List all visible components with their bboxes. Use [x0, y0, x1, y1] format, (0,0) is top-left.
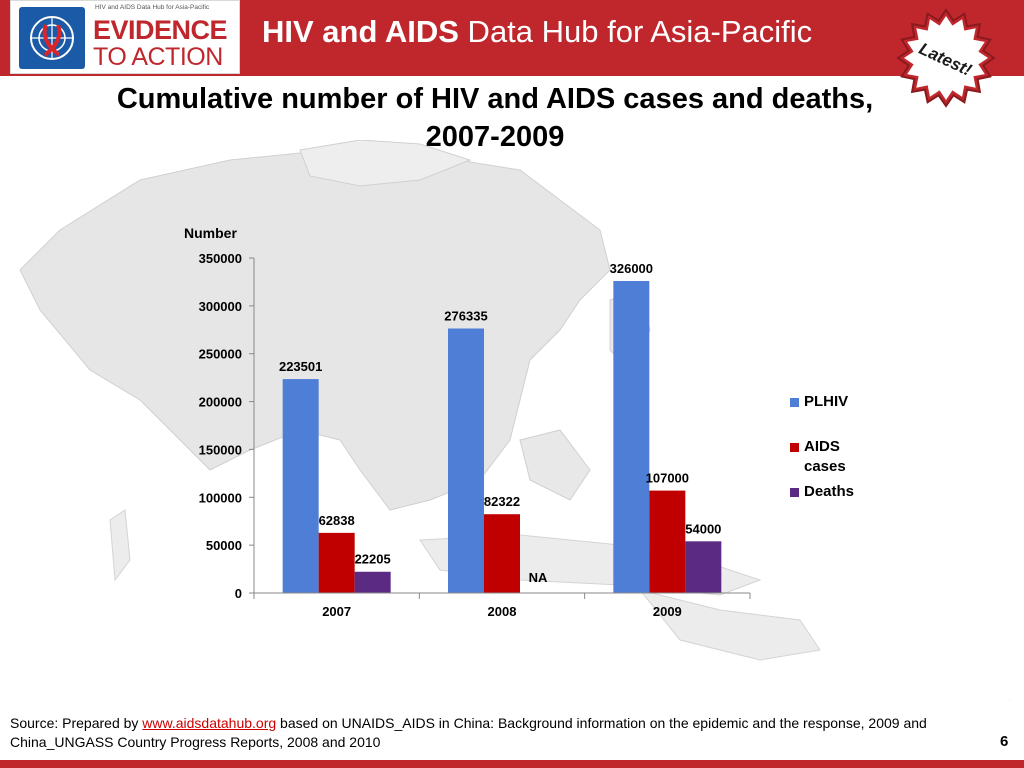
legend-label: PLHIV [804, 393, 848, 410]
bar-value-label: NA [529, 570, 548, 585]
header-title-rest: Data Hub for Asia-Pacific [458, 14, 813, 49]
bar-value-label: 107000 [646, 471, 689, 486]
source-suffix: based on UNAIDS_AIDS in China: Backgroun… [10, 715, 927, 750]
logo-text-to-action: TO ACTION [93, 43, 223, 71]
logo-caption: HIV and AIDS Data Hub for Asia-Pacific [95, 4, 210, 11]
y-axis-title: Number [184, 225, 237, 241]
bar [613, 280, 650, 593]
bar [448, 328, 484, 593]
bar-value-label: 82322 [484, 494, 520, 509]
source-prefix: Source: Prepared by [10, 715, 143, 731]
legend-swatch [790, 398, 799, 407]
bar-value-label: 326000 [610, 261, 653, 276]
page-number: 6 [1000, 733, 1009, 750]
legend-label: cases [804, 458, 846, 475]
y-tick-label: 100000 [199, 490, 242, 505]
bar-value-label: 22205 [355, 552, 391, 567]
un-emblem-icon [19, 7, 85, 69]
bar [282, 379, 319, 593]
data-labels: 223501 62838 22205 276335 82322 NA 326000 10700… [279, 261, 721, 585]
x-category-label: 2008 [488, 604, 517, 619]
header-bar: HIV and AIDS Data Hub for Asia-Pacific E… [0, 0, 1024, 76]
bar-value-label: 223501 [279, 359, 322, 374]
source-note: Source: Prepared by www.aidsdatahub.org … [10, 714, 970, 752]
x-category-label: 2009 [653, 604, 682, 619]
bar [649, 490, 686, 593]
chart-legend: PLHIV AIDS cases Deaths [790, 393, 854, 500]
x-axis: 2007 2008 2009 [253, 592, 751, 619]
evidence-to-action-logo: HIV and AIDS Data Hub for Asia-Pacific E… [10, 0, 240, 74]
y-tick-label: 250000 [199, 347, 242, 362]
legend-swatch [790, 443, 799, 452]
latest-starburst-badge: Latest! [896, 8, 996, 108]
header-title-bold: HIV and AIDS [262, 14, 459, 49]
y-tick-label: 200000 [199, 395, 242, 410]
slide-title-line2: 2007-2009 [425, 121, 565, 153]
legend-label: Deaths [804, 483, 854, 500]
source-link[interactable]: www.aidsdatahub.org [142, 715, 277, 731]
bar [318, 532, 355, 593]
bottom-bar [0, 760, 1024, 768]
legend-swatch [790, 488, 799, 497]
logo-text-evidence: EVIDENCE [93, 15, 228, 45]
bar-value-label: 276335 [444, 309, 487, 324]
bar [685, 541, 722, 593]
y-tick-label: 150000 [199, 442, 242, 457]
bar [354, 571, 391, 593]
bar [484, 514, 520, 593]
slide-title: Cumulative number of HIV and AIDS cases … [30, 80, 960, 156]
bar-series-group [282, 280, 722, 593]
y-tick-label: 50000 [206, 538, 242, 553]
y-axis: 0 50000 100000 150000 200000 250000 300000 3500… [199, 251, 255, 601]
legend-label: AIDS [804, 438, 840, 455]
bar-chart: 0 50000 100000 150000 200000 250000 300000 3500… [184, 225, 854, 619]
slide-title-line1: Cumulative number of HIV and AIDS cases … [116, 83, 874, 115]
y-tick-label: 0 [235, 586, 242, 601]
header-title: HIV and AIDS Data Hub for Asia-Pacific [262, 14, 812, 50]
bar-value-label: 62838 [319, 513, 355, 528]
x-category-label: 2007 [322, 604, 351, 619]
y-tick-label: 300000 [199, 299, 242, 314]
y-tick-label: 350000 [199, 251, 242, 266]
bar-value-label: 54000 [685, 521, 721, 536]
